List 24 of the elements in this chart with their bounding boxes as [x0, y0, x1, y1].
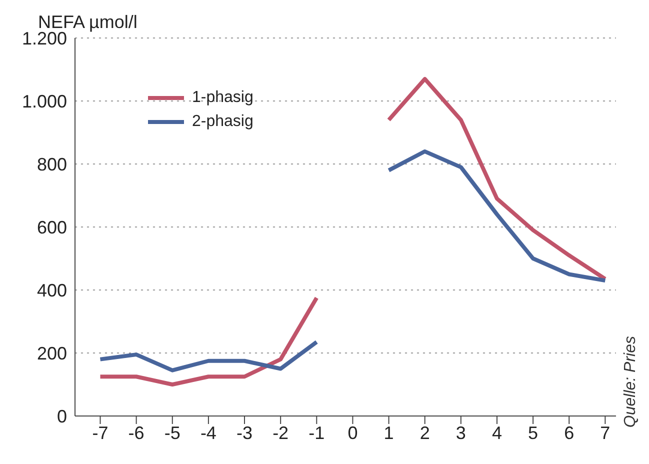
source-note: Quelle: Pries — [622, 336, 640, 428]
x-tick-label: 2 — [420, 422, 430, 443]
x-tick-label: 0 — [348, 422, 358, 443]
legend-label: 1-phasig — [192, 88, 254, 108]
y-tick-label: 200 — [36, 343, 67, 364]
x-tick-label: -5 — [164, 422, 180, 443]
x-tick-label: 7 — [600, 422, 610, 443]
x-tick-label: 4 — [492, 422, 502, 443]
x-tick-label: -3 — [236, 422, 253, 443]
x-tick-label: 6 — [564, 422, 574, 443]
y-tick-label: 800 — [36, 154, 67, 174]
x-tick-label: 3 — [456, 422, 466, 443]
x-tick-label: -7 — [92, 422, 108, 443]
x-tick-label: -2 — [272, 422, 289, 443]
x-tick-label: 5 — [528, 422, 538, 443]
y-tick-label: 1.000 — [22, 91, 67, 112]
y-tick-label: 0 — [56, 406, 67, 426]
x-tick-label: 1 — [384, 422, 394, 443]
y-tick-label: 400 — [36, 280, 67, 300]
x-tick-label: -6 — [128, 422, 144, 443]
x-tick-label: -1 — [308, 422, 325, 443]
y-tick-label: 600 — [36, 217, 67, 238]
legend-label: 2-phasig — [192, 112, 254, 132]
x-tick-label: -4 — [200, 422, 216, 443]
